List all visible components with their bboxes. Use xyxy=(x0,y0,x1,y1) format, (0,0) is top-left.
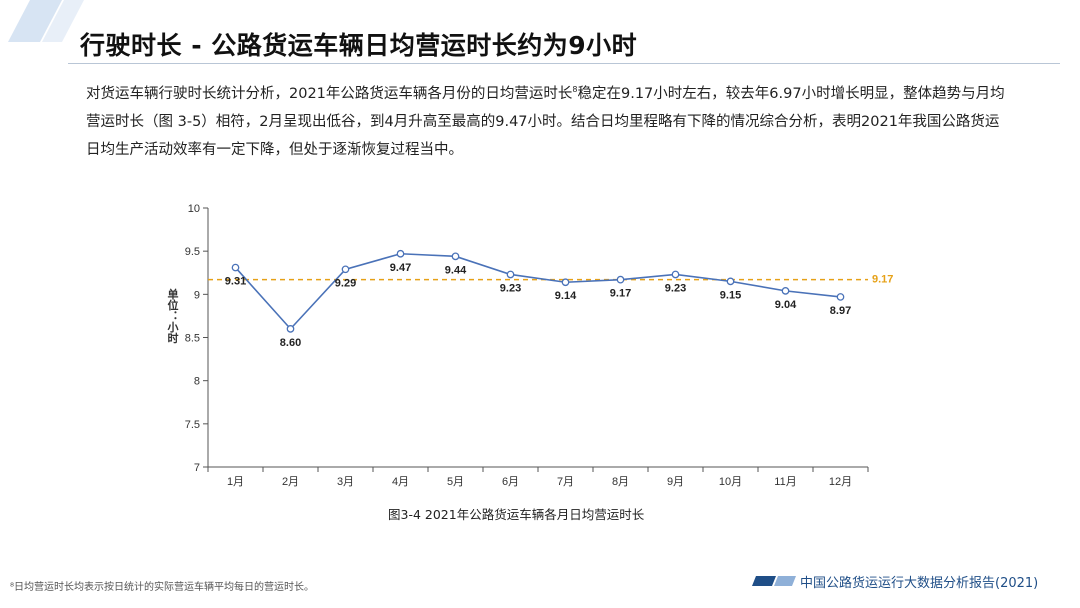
y-tick-label: 8.5 xyxy=(185,333,200,345)
x-tick-label: 4月 xyxy=(392,476,409,488)
data-label: 9.23 xyxy=(500,282,521,294)
data-label: 9.44 xyxy=(445,264,467,276)
data-point xyxy=(671,270,680,279)
y-tick-label: 8 xyxy=(194,376,200,388)
data-label: 9.04 xyxy=(775,299,797,311)
x-tick-label: 11月 xyxy=(774,476,796,488)
y-tick-label: 9.5 xyxy=(185,246,200,258)
footnote-marker: 8 xyxy=(572,85,578,94)
page-title: 行驶时长 - 公路货运车辆日均营运时长约为9小时 xyxy=(80,31,638,60)
footer-logo-marks xyxy=(752,576,796,586)
x-tick-label: 8月 xyxy=(612,476,629,488)
data-label: 9.15 xyxy=(720,289,741,301)
data-point xyxy=(616,275,625,284)
y-axis-label: 单位：小时 xyxy=(166,287,180,344)
data-label: 9.14 xyxy=(555,290,577,302)
x-tick-label: 7月 xyxy=(557,476,574,488)
report-footer-title: 中国公路货运运行大数据分析报告(2021) xyxy=(800,576,1039,591)
data-point xyxy=(231,263,240,272)
data-label: 8.97 xyxy=(830,305,851,317)
corner-decoration xyxy=(8,0,84,42)
data-point xyxy=(836,293,845,301)
average-reference-label: 9.17 xyxy=(872,274,893,286)
data-label: 8.60 xyxy=(280,337,301,349)
data-point xyxy=(781,287,790,295)
y-tick-label: 7.5 xyxy=(185,419,200,431)
body-paragraph: 对货运车辆行驶时长统计分析，2021年公路货运车辆各月份的日均营运时长8稳定在9… xyxy=(86,76,1006,164)
y-tick-label: 9 xyxy=(194,289,200,301)
y-tick-label: 10 xyxy=(188,203,200,215)
x-tick-label: 9月 xyxy=(667,476,684,488)
x-tick-label: 10月 xyxy=(719,476,742,488)
x-tick-label: 3月 xyxy=(337,476,354,488)
x-tick-label: 12月 xyxy=(829,476,852,488)
data-point xyxy=(561,278,570,287)
data-point xyxy=(451,252,460,261)
chart-caption: 图3-4 2021年公路货运车辆各月日均营运时长 xyxy=(388,507,645,522)
data-label: 9.23 xyxy=(665,282,686,294)
x-tick-label: 5月 xyxy=(447,476,464,488)
x-tick-label: 6月 xyxy=(502,476,519,488)
title-divider xyxy=(68,63,1060,64)
line-chart: 7 7.5 8 8.5 9 9.5 10 单位：小时 1月 2月 3月 4月 5月 6月 7月 8月 9月 10月… xyxy=(166,203,893,488)
data-point xyxy=(506,270,515,279)
paragraph-text-part2: 稳定在9.17小时左右，较去年6.97小时增长明显，整体趋势与月均营运时长（图 … xyxy=(86,85,1005,158)
series-line xyxy=(234,252,841,331)
data-label: 9.29 xyxy=(335,277,356,289)
data-label: 9.31 xyxy=(225,276,246,288)
x-tick-label: 2月 xyxy=(282,476,299,488)
y-tick-label: 7 xyxy=(194,462,200,474)
data-label: 9.47 xyxy=(390,262,411,274)
data-point xyxy=(341,265,350,274)
data-label: 9.17 xyxy=(610,288,631,300)
data-point xyxy=(286,325,295,333)
footnote: ⁸日均营运时长均表示按日统计的实际营运车辆平均每日的营运时长。 xyxy=(10,582,315,593)
data-point xyxy=(396,249,405,258)
data-point xyxy=(726,277,735,286)
x-tick-label: 1月 xyxy=(227,476,244,488)
paragraph-text-part1: 对货运车辆行驶时长统计分析，2021年公路货运车辆各月份的日均营运时长 xyxy=(86,85,573,102)
